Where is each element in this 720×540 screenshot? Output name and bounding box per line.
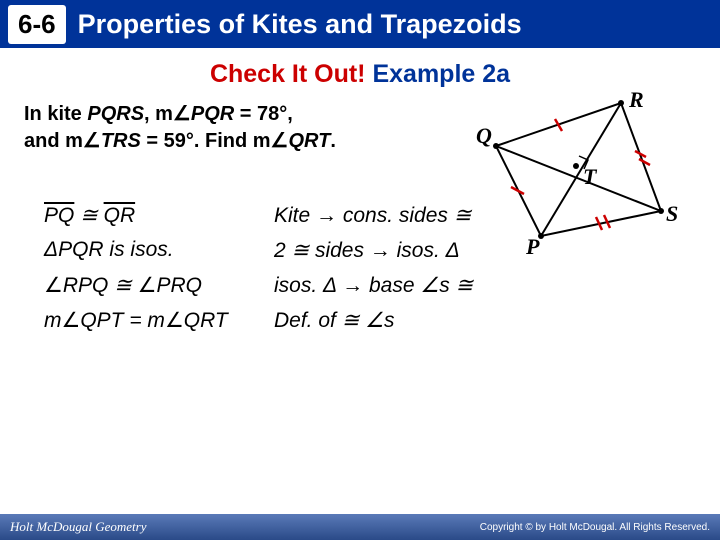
label-T: T (583, 164, 598, 189)
subtitle-checkitout: Check It Out! (210, 60, 366, 88)
footer-publisher: Holt McDougal Geometry (10, 519, 146, 535)
subtitle-example: Example 2a (372, 60, 510, 88)
proof-reason: Def. of ≅ ∠s (274, 308, 394, 333)
label-Q: Q (476, 123, 492, 148)
t: PQRS (87, 103, 144, 125)
t: PQR (191, 103, 234, 125)
proof-row: m∠QPT = m∠QRT Def. of ≅ ∠s (44, 308, 696, 333)
a: RPQ (63, 274, 109, 297)
proof-reason: isos. Δ → base ∠s ≅ (274, 273, 473, 298)
t: In kite (24, 103, 87, 125)
problem-statement: In kite PQRS, m∠PQR = 78°, and m∠TRS = 5… (24, 101, 444, 155)
a: QPT (80, 309, 123, 332)
lesson-title: Properties of Kites and Trapezoids (78, 9, 522, 40)
t: . (330, 130, 336, 152)
t: TRS (101, 130, 141, 152)
content: In kite PQRS, m∠PQR = 78°, and m∠TRS = 5… (0, 101, 720, 333)
label-S: S (666, 201, 678, 226)
header-bar: 6-6 Properties of Kites and Trapezoids (0, 0, 720, 48)
a: QRT (184, 309, 228, 332)
t: QRT (288, 130, 330, 152)
proof-statement: PQ ≅ QR (44, 203, 274, 228)
rel: ≅ (108, 274, 137, 297)
label-R: R (628, 91, 644, 112)
t: = 59°. Find m (141, 130, 271, 152)
a: PRQ (156, 274, 202, 297)
proof-statement: ΔPQR is isos. (44, 238, 274, 263)
rel: = m (124, 309, 165, 332)
t: , m (144, 103, 173, 125)
proof-statement: ∠RPQ ≅ ∠PRQ (44, 273, 274, 298)
proof-reason: Kite → cons. sides ≅ (274, 203, 471, 228)
proof-statement: m∠QPT = m∠QRT (44, 308, 274, 333)
t: = 78°, (234, 103, 293, 125)
t: and m (24, 130, 83, 152)
footer: Holt McDougal Geometry Copyright © by Ho… (0, 514, 720, 540)
lesson-number: 6-6 (8, 5, 66, 44)
proof-reason: 2 ≅ sides → isos. Δ (274, 238, 460, 263)
proof-row: ∠RPQ ≅ ∠PRQ isos. Δ → base ∠s ≅ (44, 273, 696, 298)
label-P: P (525, 234, 540, 256)
seg: PQ (44, 204, 74, 227)
rel: ≅ (74, 204, 103, 227)
footer-copyright: Copyright © by Holt McDougal. All Rights… (480, 522, 710, 533)
kite-diagram: Q R S P T (466, 91, 696, 256)
seg: QR (104, 204, 136, 227)
